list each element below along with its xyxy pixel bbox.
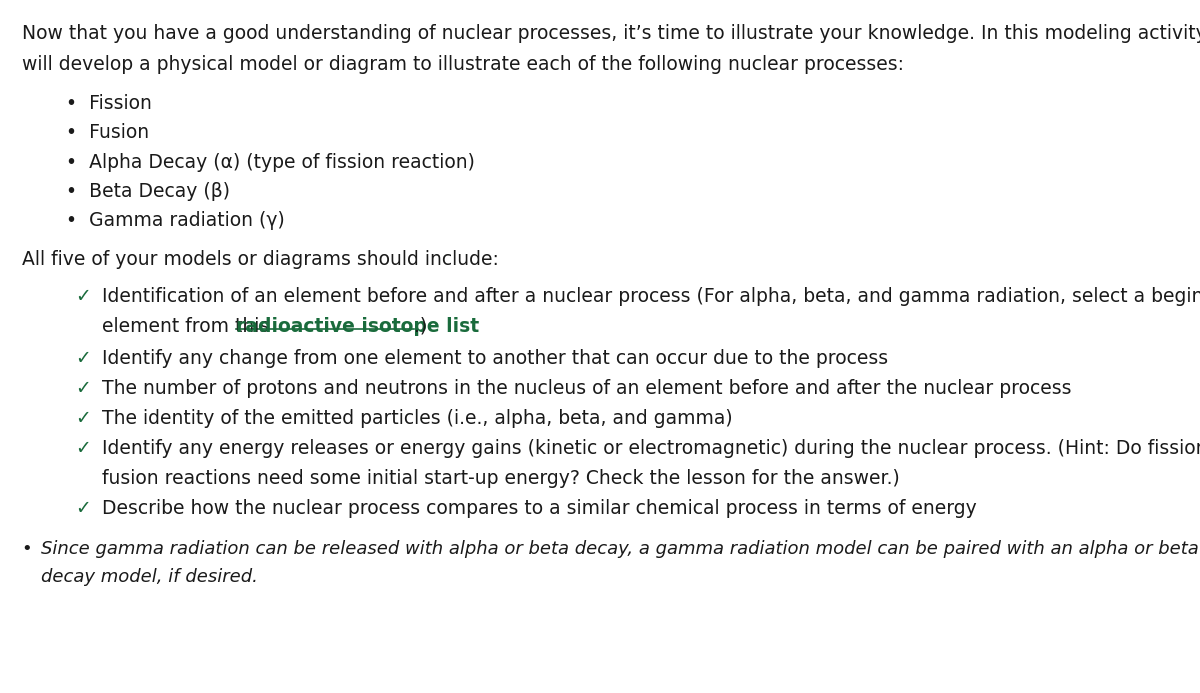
Text: ✓: ✓ bbox=[76, 409, 91, 428]
Text: ✓: ✓ bbox=[76, 287, 91, 306]
Text: All five of your models or diagrams should include:: All five of your models or diagrams shou… bbox=[22, 249, 498, 269]
Text: Now that you have a good understanding of nuclear processes, it’s time to illust: Now that you have a good understanding o… bbox=[22, 24, 1200, 43]
Text: .): .) bbox=[414, 317, 427, 336]
Text: fusion reactions need some initial start-up energy? Check the lesson for the ans: fusion reactions need some initial start… bbox=[102, 469, 900, 488]
Text: •  Gamma radiation (γ): • Gamma radiation (γ) bbox=[66, 211, 284, 230]
Text: Identify any energy releases or energy gains (kinetic or electromagnetic) during: Identify any energy releases or energy g… bbox=[102, 439, 1200, 458]
Text: •: • bbox=[22, 540, 32, 557]
Text: ✓: ✓ bbox=[76, 439, 91, 458]
Text: Identification of an element before and after a nuclear process (For alpha, beta: Identification of an element before and … bbox=[102, 287, 1200, 306]
Text: Describe how the nuclear process compares to a similar chemical process in terms: Describe how the nuclear process compare… bbox=[102, 499, 977, 518]
Text: Since gamma radiation can be released with alpha or beta decay, a gamma radiatio: Since gamma radiation can be released wi… bbox=[41, 540, 1199, 557]
Text: radioactive isotope list: radioactive isotope list bbox=[236, 317, 479, 336]
Text: element from this: element from this bbox=[102, 317, 275, 336]
Text: •  Fusion: • Fusion bbox=[66, 123, 149, 142]
Text: ✓: ✓ bbox=[76, 499, 91, 518]
Text: Identify any change from one element to another that can occur due to the proces: Identify any change from one element to … bbox=[102, 349, 888, 368]
Text: •  Beta Decay (β): • Beta Decay (β) bbox=[66, 182, 230, 201]
Text: ✓: ✓ bbox=[76, 379, 91, 398]
Text: The identity of the emitted particles (i.e., alpha, beta, and gamma): The identity of the emitted particles (i… bbox=[102, 409, 733, 428]
Text: •  Alpha Decay (α) (type of fission reaction): • Alpha Decay (α) (type of fission react… bbox=[66, 152, 475, 172]
Text: •  Fission: • Fission bbox=[66, 94, 152, 113]
Text: decay model, if desired.: decay model, if desired. bbox=[41, 568, 258, 586]
Text: will develop a physical model or diagram to illustrate each of the following nuc: will develop a physical model or diagram… bbox=[22, 55, 904, 74]
Text: The number of protons and neutrons in the nucleus of an element before and after: The number of protons and neutrons in th… bbox=[102, 379, 1072, 398]
Text: ✓: ✓ bbox=[76, 349, 91, 368]
